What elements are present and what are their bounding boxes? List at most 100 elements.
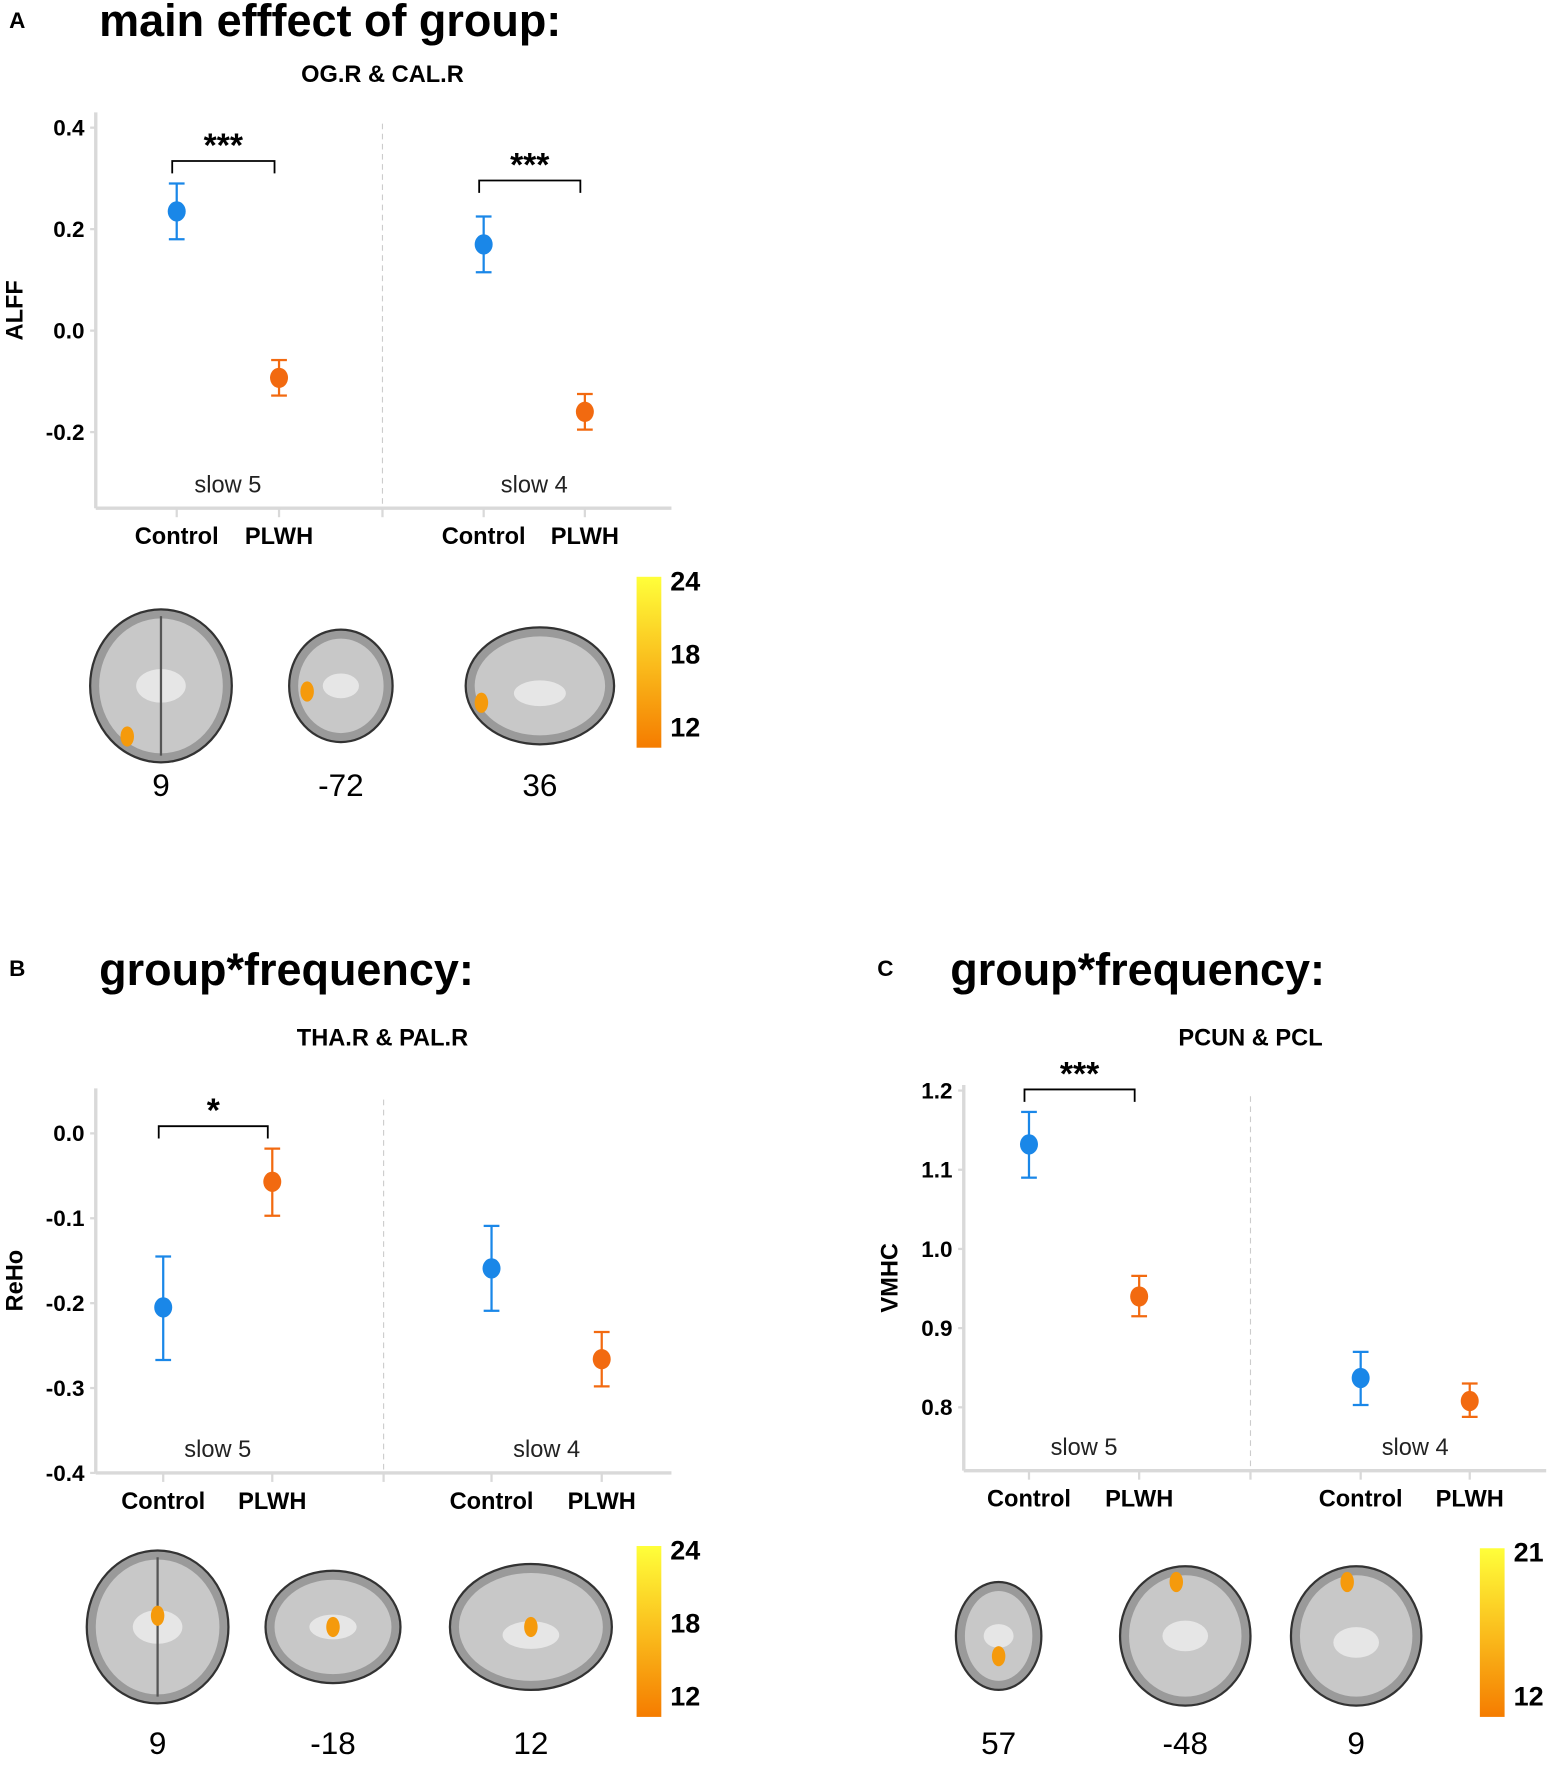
y-tick-label: 0.0 <box>53 1121 84 1146</box>
colorbar-label: 12 <box>1514 1682 1544 1712</box>
y-axis-label: ALFF <box>3 280 29 340</box>
control-mean-point <box>154 1297 173 1318</box>
significance-stars: *** <box>204 126 244 164</box>
significance-bracket <box>1023 1088 1136 1102</box>
brain-slice-cor <box>288 628 394 744</box>
slice-coordinate: 9 <box>152 768 170 803</box>
region-subtitle: THA.R & PAL.R <box>297 1026 468 1052</box>
colorbar-label: 18 <box>670 639 700 669</box>
colorbar <box>636 1546 662 1717</box>
colorbar-label: 12 <box>670 1682 700 1712</box>
panel-title: group*frequency: <box>99 944 474 995</box>
brain-inner <box>513 680 566 707</box>
colorbar-label: 24 <box>670 566 700 596</box>
colorbar-label: 18 <box>670 1609 700 1639</box>
activation-cluster <box>991 1646 1006 1667</box>
y-tick-label: 1.1 <box>921 1158 952 1183</box>
y-tick-label: -0.2 <box>46 1291 85 1316</box>
brain-slice-ax <box>89 608 233 764</box>
slice-coordinate: 9 <box>149 1726 167 1761</box>
brain-slice-cor <box>264 1569 402 1685</box>
activation-cluster <box>300 681 314 702</box>
slice-coordinate: 9 <box>1347 1726 1365 1761</box>
y-tick-label: -0.4 <box>46 1461 85 1486</box>
facet-label: slow 4 <box>513 1437 580 1463</box>
x-tick-label: Control <box>1319 1487 1403 1513</box>
x-tick-label: Control <box>987 1487 1071 1513</box>
significance-stars: *** <box>510 146 550 184</box>
facet-label: slow 5 <box>194 472 261 498</box>
slice-coordinate: 12 <box>513 1726 548 1761</box>
x-tick-label: PLWH <box>245 524 313 550</box>
facet-label: slow 5 <box>184 1437 251 1463</box>
brain-inner <box>1333 1627 1379 1658</box>
plwh-mean-point <box>263 1171 282 1192</box>
y-tick-label: 0.2 <box>53 217 84 242</box>
plwh-mean-point <box>1460 1390 1479 1412</box>
x-tick-label: PLWH <box>238 1489 306 1515</box>
control-mean-point <box>482 1258 501 1279</box>
plwh-mean-point <box>575 401 594 422</box>
x-tick-label: Control <box>135 524 219 550</box>
panel-label: C <box>877 956 893 981</box>
brain-inner <box>1162 1620 1209 1652</box>
control-mean-point <box>1019 1134 1038 1155</box>
x-tick-label: Control <box>442 524 526 550</box>
plwh-mean-point <box>270 367 289 388</box>
y-tick-label: 0.8 <box>921 1395 952 1420</box>
panel-title: main efffect of group: <box>99 0 561 46</box>
x-tick-label: PLWH <box>568 1489 636 1515</box>
control-mean-point <box>167 201 186 222</box>
control-mean-point <box>1351 1367 1370 1389</box>
activation-cluster <box>120 726 134 747</box>
significance-stars: *** <box>1060 1055 1100 1093</box>
y-axis-label: VMHC <box>877 1243 903 1313</box>
slice-coordinate: 36 <box>522 768 557 803</box>
y-tick-label: 0.0 <box>53 318 84 343</box>
significance-bracket <box>171 160 276 174</box>
panel-label: A <box>9 8 25 33</box>
facet-label: slow 5 <box>1051 1435 1118 1461</box>
slice-coordinate: -18 <box>310 1726 355 1761</box>
colorbar <box>636 576 662 748</box>
panel-label: B <box>9 956 25 981</box>
facet-label: slow 4 <box>501 472 568 498</box>
plwh-mean-point <box>592 1349 611 1370</box>
significance-bracket <box>478 179 582 193</box>
brain-slice-cor <box>1118 1565 1252 1707</box>
brain-slice-cor <box>954 1580 1043 1692</box>
x-tick-label: PLWH <box>1436 1487 1504 1513</box>
y-tick-label: 0.4 <box>53 116 85 141</box>
x-tick-label: PLWH <box>551 524 619 550</box>
activation-cluster <box>1340 1571 1354 1593</box>
x-tick-label: Control <box>450 1489 534 1515</box>
x-tick-label: Control <box>121 1489 205 1515</box>
facet-label: slow 4 <box>1382 1435 1449 1461</box>
significance-bracket <box>157 1125 269 1139</box>
significance-stars: * <box>207 1092 221 1130</box>
colorbar-label: 24 <box>670 1535 700 1565</box>
y-tick-label: 1.2 <box>921 1078 952 1103</box>
brain-slice-ax <box>85 1549 230 1705</box>
y-tick-label: -0.2 <box>46 420 85 445</box>
region-subtitle: OG.R & CAL.R <box>301 62 464 88</box>
slice-coordinate: -48 <box>1163 1726 1208 1761</box>
activation-cluster <box>326 1616 340 1638</box>
activation-cluster <box>474 692 489 713</box>
plwh-mean-point <box>1130 1286 1149 1307</box>
brain-slice-sag <box>464 626 616 746</box>
colorbar <box>1479 1548 1505 1717</box>
y-tick-label: 0.9 <box>921 1316 952 1341</box>
activation-cluster <box>524 1616 538 1638</box>
y-tick-label: 1.0 <box>921 1237 952 1262</box>
y-tick-label: -0.3 <box>46 1376 85 1401</box>
colorbar-label: 12 <box>670 712 700 742</box>
colorbar-label: 21 <box>1514 1538 1544 1568</box>
brain-slice-sag <box>448 1562 613 1692</box>
y-axis-label: ReHo <box>3 1250 29 1312</box>
activation-cluster <box>1169 1571 1184 1593</box>
